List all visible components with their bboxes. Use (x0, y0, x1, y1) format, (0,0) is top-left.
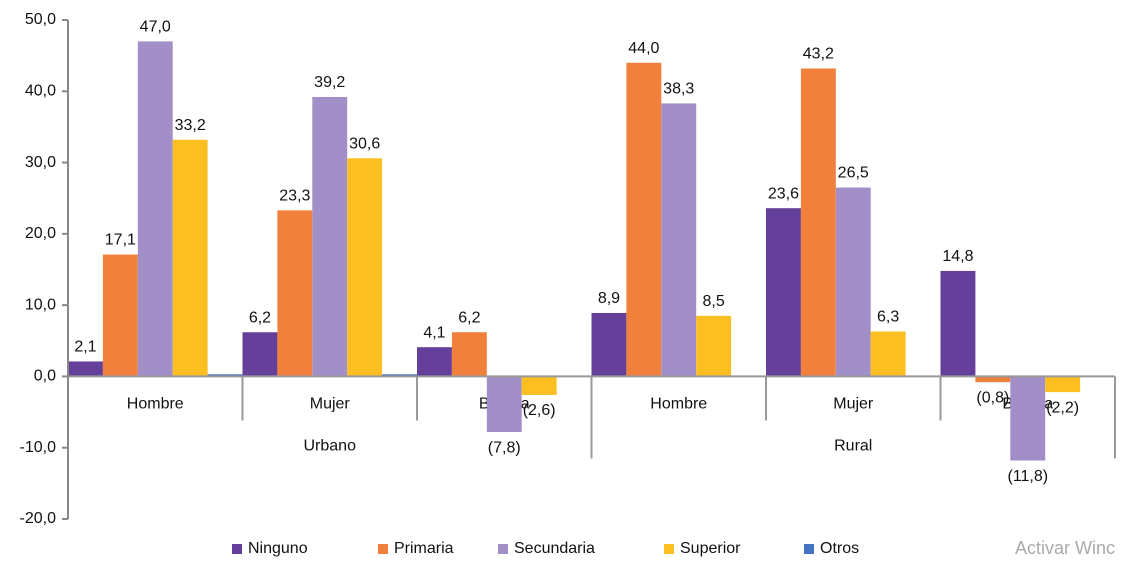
bar (207, 374, 243, 377)
group-label: Rural (834, 438, 872, 455)
y-tick-label: 10,0 (25, 296, 56, 313)
value-label: 38,3 (663, 81, 694, 98)
legend-label: Secundaria (514, 540, 595, 557)
bar (486, 376, 522, 433)
value-label: 33,2 (175, 117, 206, 134)
legend-label: Ninguno (248, 540, 308, 557)
value-label: 44,0 (628, 40, 659, 57)
group-label: Urbano (304, 438, 357, 455)
legend-swatch (664, 544, 674, 554)
bar (835, 187, 871, 377)
bar (382, 374, 417, 377)
bar (696, 315, 732, 377)
x-tick-label: Mujer (310, 396, 351, 413)
y-tick-label: 0,0 (34, 368, 56, 385)
legend-label: Otros (820, 540, 859, 557)
bar (626, 62, 662, 377)
bar (591, 312, 627, 377)
value-label: (0,8) (976, 389, 1009, 406)
value-label: 2,1 (74, 339, 96, 356)
value-label: 30,6 (349, 136, 380, 153)
bar (172, 139, 208, 377)
x-tick-label: Hombre (650, 396, 707, 413)
y-tick-label: 50,0 (25, 11, 56, 28)
bar (347, 158, 383, 377)
legend-swatch (498, 544, 508, 554)
value-label: 23,3 (279, 188, 310, 205)
bar (451, 332, 487, 377)
watermark: Activar Winc (1015, 538, 1115, 558)
bar (521, 376, 557, 395)
bar (277, 210, 313, 377)
legend-swatch (232, 544, 242, 554)
bar (137, 41, 173, 377)
value-label: 8,5 (703, 293, 725, 310)
bar (661, 103, 697, 377)
legend-swatch (804, 544, 814, 554)
bar (940, 270, 976, 377)
value-label: 4,1 (423, 324, 445, 341)
y-tick-label: -20,0 (20, 510, 57, 527)
bar (975, 376, 1011, 383)
y-tick-label: 30,0 (25, 154, 56, 171)
x-tick-label: Mujer (833, 396, 874, 413)
bar (102, 254, 138, 377)
bar (766, 208, 801, 377)
y-tick-label: 20,0 (25, 225, 56, 242)
bar (800, 68, 836, 377)
legend-swatch (378, 544, 388, 554)
value-label: 26,5 (838, 165, 869, 182)
bar (68, 361, 103, 377)
value-label: (7,8) (488, 439, 521, 456)
y-tick-label: -10,0 (20, 439, 57, 456)
bar (1045, 376, 1081, 393)
value-label: 43,2 (803, 46, 834, 63)
bar (870, 331, 906, 377)
value-label: 8,9 (598, 290, 620, 307)
value-label: 6,2 (458, 309, 480, 326)
bar (417, 347, 452, 377)
legend-label: Superior (680, 540, 741, 557)
value-label: 17,1 (105, 232, 136, 249)
value-label: 47,0 (140, 19, 171, 36)
y-tick-label: 40,0 (25, 83, 56, 100)
value-label: (2,6) (523, 402, 556, 419)
value-label: (11,8) (1007, 468, 1048, 485)
bar (312, 96, 348, 377)
bar (242, 332, 278, 377)
value-label: (2,2) (1046, 399, 1079, 416)
value-label: 6,2 (249, 309, 271, 326)
value-label: 23,6 (768, 185, 799, 202)
value-label: 6,3 (877, 309, 899, 326)
value-label: 39,2 (314, 74, 345, 91)
value-label: 14,8 (942, 248, 973, 265)
legend-label: Primaria (394, 540, 454, 557)
bar (1010, 376, 1046, 461)
x-tick-label: Hombre (127, 396, 184, 413)
